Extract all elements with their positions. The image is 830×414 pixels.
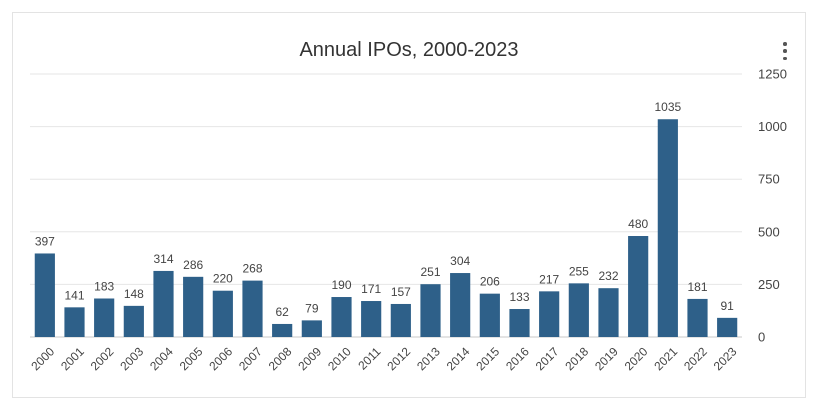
data-label: 397	[35, 234, 55, 248]
data-label: 255	[569, 264, 589, 278]
data-label: 171	[361, 282, 381, 296]
data-label: 268	[242, 262, 262, 276]
data-label: 220	[213, 272, 233, 286]
bar[interactable]	[390, 303, 411, 337]
data-label: 148	[124, 287, 144, 301]
data-label: 251	[420, 265, 440, 279]
x-axis-ticks: 2000 2001 2002 2003 2004 2005 2006 2007 2008 2009…	[28, 344, 739, 373]
data-label: 480	[628, 217, 648, 231]
data-label: 91	[720, 299, 734, 313]
bar[interactable]	[568, 283, 589, 337]
bars	[34, 119, 738, 338]
x-tick-label: 2008	[266, 344, 295, 373]
menu-dot	[783, 42, 787, 46]
x-tick-label: 2002	[88, 344, 117, 373]
x-tick-label: 2009	[295, 344, 324, 373]
menu-dot	[783, 56, 787, 60]
data-label: 190	[331, 278, 351, 292]
chart-title: Annual IPOs, 2000-2023	[299, 39, 519, 61]
data-label: 286	[183, 258, 203, 272]
bar[interactable]	[331, 297, 352, 337]
bar[interactable]	[123, 305, 144, 337]
y-tick-label: 250	[758, 277, 780, 292]
x-tick-label: 2010	[325, 344, 354, 373]
y-tick-label: 500	[758, 224, 780, 239]
x-tick-label: 2016	[503, 344, 532, 373]
bar[interactable]	[420, 284, 441, 337]
x-tick-label: 2000	[28, 344, 57, 373]
bar[interactable]	[509, 309, 530, 337]
data-label: 314	[153, 252, 173, 266]
data-label: 133	[509, 290, 529, 304]
bar[interactable]	[479, 293, 500, 337]
data-label: 141	[64, 288, 84, 302]
bar[interactable]	[657, 119, 678, 338]
x-tick-label: 2020	[622, 344, 651, 373]
data-label: 183	[94, 279, 114, 293]
x-tick-label: 2021	[651, 344, 680, 373]
x-tick-label: 2014	[444, 344, 473, 373]
x-tick-label: 2007	[236, 344, 265, 373]
data-labels: 397 141 183 148 314 286 220 268 62 79 190 171 157 251…	[35, 100, 734, 319]
y-tick-label: 0	[758, 330, 765, 345]
x-tick-label: 2001	[58, 344, 87, 373]
y-tick-label: 750	[758, 172, 780, 187]
bar[interactable]	[450, 273, 471, 337]
bar[interactable]	[301, 320, 322, 337]
bar[interactable]	[153, 270, 174, 337]
bar[interactable]	[64, 307, 85, 337]
x-tick-label: 2006	[206, 344, 235, 373]
bar[interactable]	[598, 288, 619, 337]
data-label: 157	[391, 285, 411, 299]
x-tick-label: 2003	[117, 344, 146, 373]
data-label: 206	[480, 275, 500, 289]
data-label: 181	[687, 280, 707, 294]
x-tick-label: 2017	[533, 344, 562, 373]
x-tick-label: 2005	[177, 344, 206, 373]
bar[interactable]	[361, 301, 382, 337]
data-label: 232	[598, 269, 618, 283]
x-tick-label: 2022	[681, 344, 710, 373]
x-tick-label: 2011	[355, 344, 383, 372]
data-label: 1035	[654, 100, 681, 114]
more-vertical-icon[interactable]	[777, 40, 793, 62]
y-axis-ticks: 0 250 500 750 1000 1250	[758, 67, 787, 345]
data-label: 62	[275, 305, 289, 319]
x-tick-label: 2018	[562, 344, 591, 373]
menu-dot	[783, 49, 787, 53]
bar[interactable]	[628, 236, 649, 337]
bar[interactable]	[242, 280, 263, 337]
bar[interactable]	[539, 291, 560, 337]
y-tick-label: 1000	[758, 119, 787, 134]
x-tick-label: 2023	[711, 344, 740, 373]
bar[interactable]	[272, 323, 293, 337]
data-label: 217	[539, 272, 559, 286]
x-tick-label: 2013	[414, 344, 443, 373]
bar[interactable]	[212, 290, 233, 337]
x-tick-label: 2004	[147, 344, 176, 373]
bar[interactable]	[717, 317, 738, 337]
x-tick-label: 2012	[384, 344, 413, 373]
x-tick-label: 2015	[473, 344, 502, 373]
bar[interactable]	[94, 298, 115, 337]
x-tick-label: 2019	[592, 344, 621, 373]
bar[interactable]	[183, 276, 204, 337]
data-label: 304	[450, 254, 470, 268]
data-label: 79	[305, 301, 319, 315]
y-tick-label: 1250	[758, 67, 787, 82]
gridlines	[30, 73, 742, 338]
bar[interactable]	[34, 253, 55, 337]
bar[interactable]	[687, 298, 708, 337]
